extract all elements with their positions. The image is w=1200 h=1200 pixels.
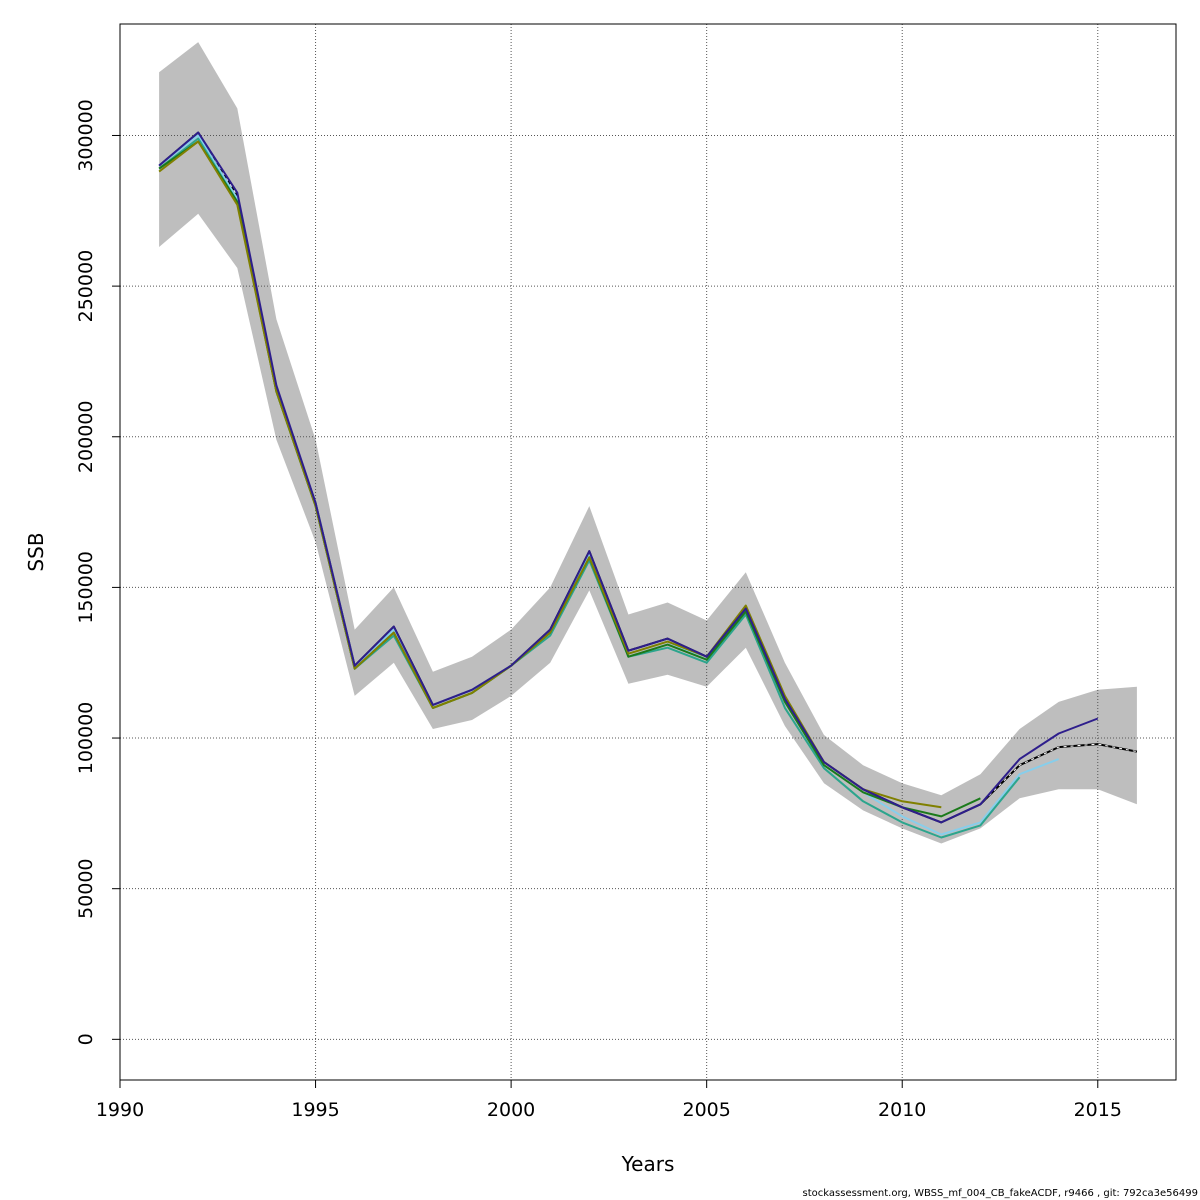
x-tick-label: 2010 [878,1099,926,1121]
y-tick-label: 300000 [75,99,97,172]
y-tick-label: 0 [75,1033,97,1045]
series-line-6 [158,131,1099,824]
plot-border [119,23,1177,1081]
axes-layer: 1990 1995 2000 2005 2010 2015 0 50000 100000 1500… [75,99,1122,1121]
x-tick-label: 2000 [487,1099,535,1121]
y-tick-label: 200000 [75,401,97,474]
series-line-4 [158,140,981,818]
x-tick-label: 2005 [682,1099,730,1121]
x-axis-title: Years [621,1152,675,1176]
y-axis-title: SSB [24,532,48,571]
y-tick-label: 100000 [75,702,97,775]
series-layer [158,131,1138,839]
confidence-band [159,42,1137,844]
plot-frame [119,23,1177,1081]
series-line-3 [158,137,1021,839]
x-tick-label: 2015 [1074,1099,1122,1121]
y-tick-label: 150000 [75,551,97,624]
x-tick-label: 1995 [291,1099,339,1121]
confidence-band-layer [159,42,1137,844]
x-tick-label: 1990 [96,1099,144,1121]
series-line-5 [158,140,942,809]
y-tick-label: 250000 [75,250,97,323]
footer-caption: stockassessment.org, WBSS_mf_004_CB_fake… [802,1188,1198,1199]
y-tick-label: 50000 [75,858,97,918]
grid-layer [120,24,1176,1080]
